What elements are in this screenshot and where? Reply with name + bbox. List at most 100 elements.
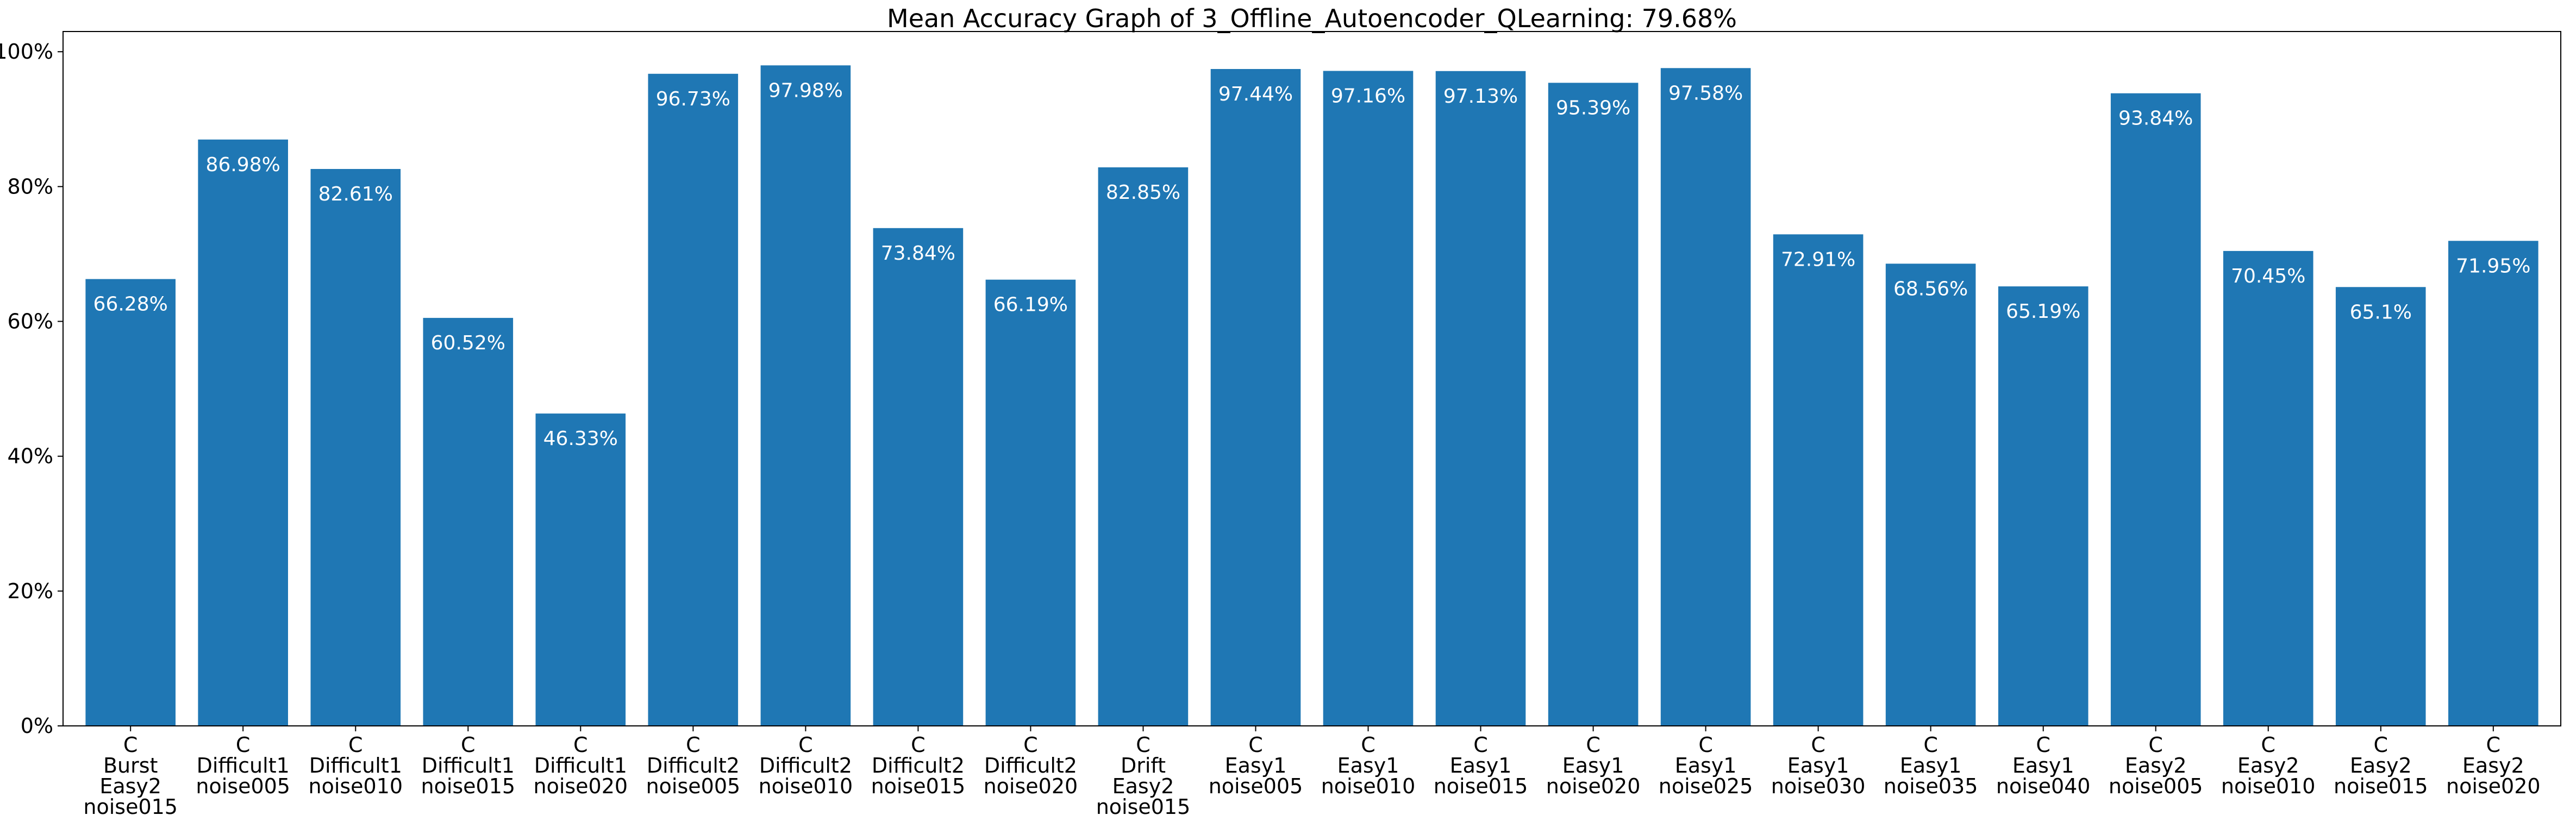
x-tick-label: Drift: [1121, 754, 1166, 778]
bar-data-label: 97.13%: [1443, 85, 1518, 108]
x-tick-label: C: [1136, 733, 1151, 757]
x-tick-label: Easy2: [2237, 754, 2299, 778]
x-tick-label: noise005: [646, 774, 741, 798]
bar-data-label: 86.98%: [206, 154, 280, 176]
bar-data-label: 93.84%: [2118, 108, 2193, 130]
x-tick-label: noise015: [1096, 795, 1191, 815]
x-tick-label: C: [1698, 733, 1713, 757]
x-tick-label: C: [686, 733, 701, 757]
x-tick-label: Difficult2: [759, 754, 852, 778]
bar: [985, 279, 1076, 726]
x-axis: CBurstEasy2noise015CDifficult1noise005CD…: [83, 726, 2541, 815]
x-tick-label: Difficult2: [872, 754, 965, 778]
x-tick-label: noise015: [2334, 774, 2428, 798]
bar: [1210, 69, 1301, 726]
x-tick-label: Easy1: [1562, 754, 1624, 778]
y-tick-label: 40%: [8, 444, 53, 468]
bar: [1773, 234, 1864, 726]
x-tick-label: C: [1811, 733, 1825, 757]
bar: [2110, 93, 2201, 726]
x-tick-label: C: [2374, 733, 2389, 757]
bar-data-label: 97.44%: [1218, 83, 1293, 105]
x-tick-label: Difficult2: [647, 754, 740, 778]
x-tick-label: Easy1: [1225, 754, 1287, 778]
bar-data-label: 72.91%: [1781, 248, 1855, 271]
bar-data-label: 97.98%: [768, 79, 843, 102]
bar-data-label: 97.58%: [1668, 82, 1743, 104]
bar: [85, 279, 176, 726]
x-tick-label: noise010: [2221, 774, 2316, 798]
x-tick-label: noise015: [83, 795, 178, 815]
bar-data-label: 71.95%: [2456, 255, 2530, 277]
bar-data-label: 66.28%: [93, 293, 168, 316]
bar: [648, 73, 739, 726]
x-tick-label: C: [573, 733, 588, 757]
bar: [423, 318, 514, 726]
bar: [1885, 264, 1976, 726]
y-tick-label: 0%: [21, 714, 53, 738]
x-tick-label: noise005: [2109, 774, 2203, 798]
x-tick-label: noise020: [984, 774, 1078, 798]
bar-data-label: 65.1%: [2350, 301, 2412, 323]
x-tick-label: C: [1923, 733, 1938, 757]
x-tick-label: noise025: [1659, 774, 1753, 798]
x-tick-label: Easy1: [1787, 754, 1849, 778]
x-tick-label: Difficult1: [309, 754, 402, 778]
bar: [1435, 71, 1526, 726]
bar: [2448, 241, 2539, 726]
x-tick-label: C: [2036, 733, 2050, 757]
x-tick-label: Difficult2: [984, 754, 1077, 778]
x-tick-label: noise015: [421, 774, 515, 798]
bar: [1548, 83, 1639, 726]
x-tick-label: Easy2: [1112, 774, 1174, 798]
x-tick-label: Easy2: [99, 774, 161, 798]
bar: [535, 413, 626, 726]
x-tick-label: Easy1: [1337, 754, 1399, 778]
bar: [1323, 71, 1414, 726]
bar-data-label: 70.45%: [2231, 265, 2305, 287]
bar-data-label: 60.52%: [431, 332, 505, 354]
x-tick-label: Easy2: [2125, 754, 2187, 778]
bar-data-label: 96.73%: [656, 88, 730, 110]
x-tick-label: C: [1361, 733, 1375, 757]
x-tick-label: C: [2148, 733, 2163, 757]
x-tick-label: C: [2486, 733, 2501, 757]
bar: [1998, 286, 2089, 726]
y-tick-label: 20%: [8, 579, 53, 603]
x-tick-label: noise015: [1434, 774, 1528, 798]
x-tick-label: Burst: [103, 754, 158, 778]
bar: [2223, 250, 2314, 726]
bar: [1098, 167, 1189, 726]
bar: [198, 139, 288, 726]
x-tick-label: noise005: [196, 774, 290, 798]
y-tick-label: 60%: [8, 310, 53, 334]
x-tick-label: Difficult1: [534, 754, 627, 778]
x-tick-label: Easy1: [1450, 754, 1512, 778]
x-tick-label: noise020: [1546, 774, 1641, 798]
x-tick-label: Easy1: [1675, 754, 1737, 778]
x-tick-label: Difficult1: [422, 754, 515, 778]
x-tick-label: noise020: [533, 774, 628, 798]
x-tick-label: Easy2: [2350, 754, 2412, 778]
bar: [873, 228, 964, 726]
bar: [760, 65, 851, 726]
bar-data-label: 68.56%: [1893, 278, 1968, 300]
x-tick-label: C: [348, 733, 363, 757]
bar-data-label: 82.85%: [1106, 181, 1180, 204]
x-tick-label: noise005: [1209, 774, 1303, 798]
plot-frame: [62, 31, 2561, 726]
x-tick-label: noise020: [2446, 774, 2541, 798]
x-tick-label: noise010: [308, 774, 403, 798]
bar: [2335, 287, 2426, 726]
x-tick-label: C: [798, 733, 813, 757]
bar: [310, 169, 401, 726]
bar-data-label: 95.39%: [1556, 97, 1630, 119]
x-tick-label: noise010: [759, 774, 853, 798]
x-tick-label: C: [1023, 733, 1038, 757]
bar-data-label: 46.33%: [543, 428, 618, 450]
x-tick-label: C: [1248, 733, 1263, 757]
bars-group: [85, 65, 2539, 726]
x-tick-label: Easy2: [2462, 754, 2524, 778]
x-tick-label: C: [2261, 733, 2275, 757]
x-tick-label: noise015: [871, 774, 966, 798]
